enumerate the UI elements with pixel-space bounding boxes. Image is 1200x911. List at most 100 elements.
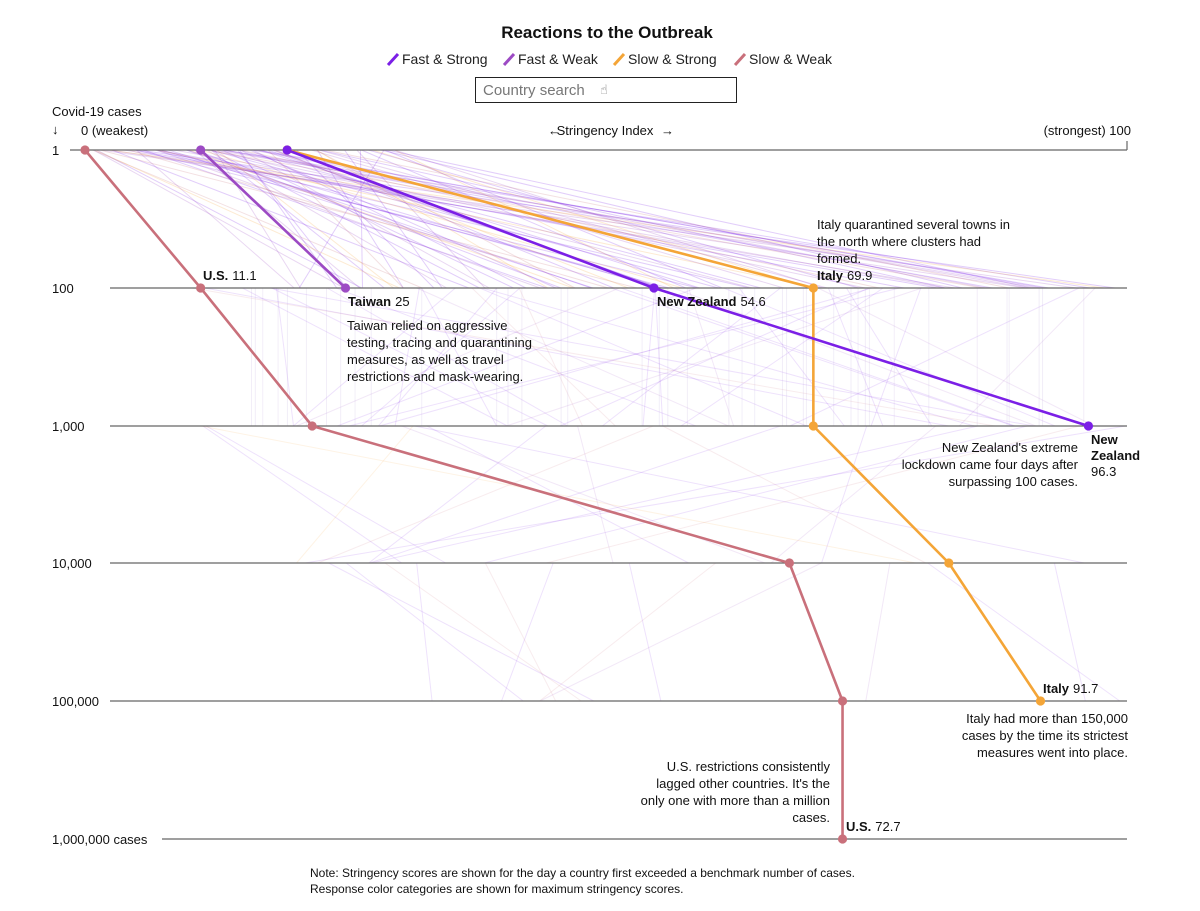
point-label: U.S. 11.1 (203, 268, 257, 283)
background-country-line (602, 287, 781, 427)
series-line[interactable] (84, 149, 844, 839)
background-country-line (484, 425, 1028, 564)
x-axis-right-label: (strongest) 100 (1044, 123, 1131, 138)
background-country-line (242, 287, 508, 427)
background-country-line (96, 149, 362, 289)
background-country-line (173, 149, 945, 289)
x-axis-arrow-right: → (661, 123, 674, 138)
background-country-line (156, 149, 817, 289)
background-country-line (384, 562, 582, 702)
annotation-line: lagged other countries. It's the (656, 776, 830, 791)
data-point[interactable] (837, 696, 848, 706)
data-point[interactable] (784, 558, 794, 568)
background-country-line (206, 149, 983, 289)
background-country-line (559, 287, 870, 427)
background-country-line (293, 287, 456, 427)
data-point[interactable] (307, 421, 317, 431)
point-label-value: 72.7 (875, 819, 900, 834)
background-country-line (927, 562, 1121, 702)
background-country-line (143, 149, 548, 289)
background-country-line (426, 425, 689, 564)
background-country-line (680, 287, 884, 427)
annotation-line: Italy quarantined several towns in (817, 217, 1010, 232)
background-country-line (337, 287, 697, 427)
background-country-line (401, 425, 766, 564)
point-label-country: Taiwan (348, 294, 391, 309)
data-point[interactable] (1035, 696, 1046, 706)
background-country-line (379, 287, 873, 427)
background-country-line (108, 149, 1105, 289)
data-point[interactable] (196, 145, 206, 155)
background-country-line (506, 287, 923, 427)
data-point[interactable] (340, 283, 351, 293)
background-country-line (296, 149, 435, 289)
legend-swatch (612, 52, 626, 67)
background-country-line (501, 562, 554, 702)
data-point[interactable] (808, 421, 818, 431)
y-axis-arrow: ↓ (52, 122, 59, 137)
annotation-line: lockdown came four days after (902, 457, 1079, 472)
point-label-value: 69.9 (847, 268, 872, 283)
annotation-line: measures, as well as travel (347, 352, 504, 367)
point-label-value: 54.6 (740, 294, 765, 309)
background-country-line (316, 149, 404, 289)
background-country-line (416, 562, 433, 702)
background-country-line (124, 149, 955, 289)
country-search-input[interactable] (483, 81, 598, 99)
background-country-line (252, 149, 527, 289)
background-country-line (628, 562, 662, 702)
annotation-line: measures went into place. (977, 745, 1128, 760)
background-country-line (546, 425, 1080, 564)
background-country-line (345, 562, 524, 702)
background-country-line (662, 425, 926, 564)
background-country-line (271, 287, 549, 427)
background-country-line (273, 149, 629, 289)
data-point[interactable] (196, 283, 206, 293)
data-point[interactable] (837, 834, 848, 844)
background-country-line (275, 287, 295, 427)
background-country-line (723, 287, 1056, 427)
background-country-line (207, 149, 866, 289)
background-country-line (215, 149, 753, 289)
data-point[interactable] (649, 283, 659, 293)
y-tick-label: 1 (52, 143, 59, 158)
data-point[interactable] (282, 145, 292, 155)
point-label: Italy 69.9 (817, 268, 872, 283)
background-country-line (186, 149, 659, 289)
legend-swatch (386, 52, 400, 67)
background-country-line (92, 149, 423, 289)
background-country-line (210, 149, 385, 289)
annotation-line: testing, tracing and quarantining (347, 335, 532, 350)
data-point[interactable] (80, 145, 90, 155)
annotation-line: the north where clusters had (817, 234, 981, 249)
data-point[interactable] (944, 558, 954, 568)
background-country-line (479, 287, 807, 427)
background-country-line (136, 149, 295, 289)
data-point[interactable] (1083, 421, 1094, 431)
background-country-line (138, 149, 1116, 289)
country-search[interactable]: ☝ (475, 77, 737, 103)
background-country-line (416, 287, 729, 427)
background-country-line (316, 149, 549, 289)
background-country-line (817, 287, 1095, 427)
background-country-line (275, 149, 614, 289)
background-country-line (870, 287, 922, 427)
background-country-line (168, 149, 594, 289)
legend-label: Fast & Weak (518, 51, 599, 67)
point-label-country: Zealand (1091, 448, 1140, 463)
background-country-line (191, 287, 996, 427)
footnote: Response color categories are shown for … (310, 882, 684, 896)
annotation-line: Taiwan relied on aggressive (347, 318, 507, 333)
point-label-country: New (1091, 432, 1119, 447)
background-country-line (109, 149, 1027, 289)
series-line[interactable] (199, 149, 347, 289)
data-point[interactable] (808, 283, 818, 293)
background-country-line (100, 149, 1077, 289)
background-country-line (371, 425, 978, 564)
background-country-line (642, 287, 656, 427)
background-country-line (237, 149, 348, 289)
background-country-line (318, 149, 828, 289)
background-country-line (223, 149, 1030, 289)
y-tick-label: 1,000,000 cases (52, 832, 148, 847)
x-axis-arrow-left: ← (548, 123, 561, 138)
